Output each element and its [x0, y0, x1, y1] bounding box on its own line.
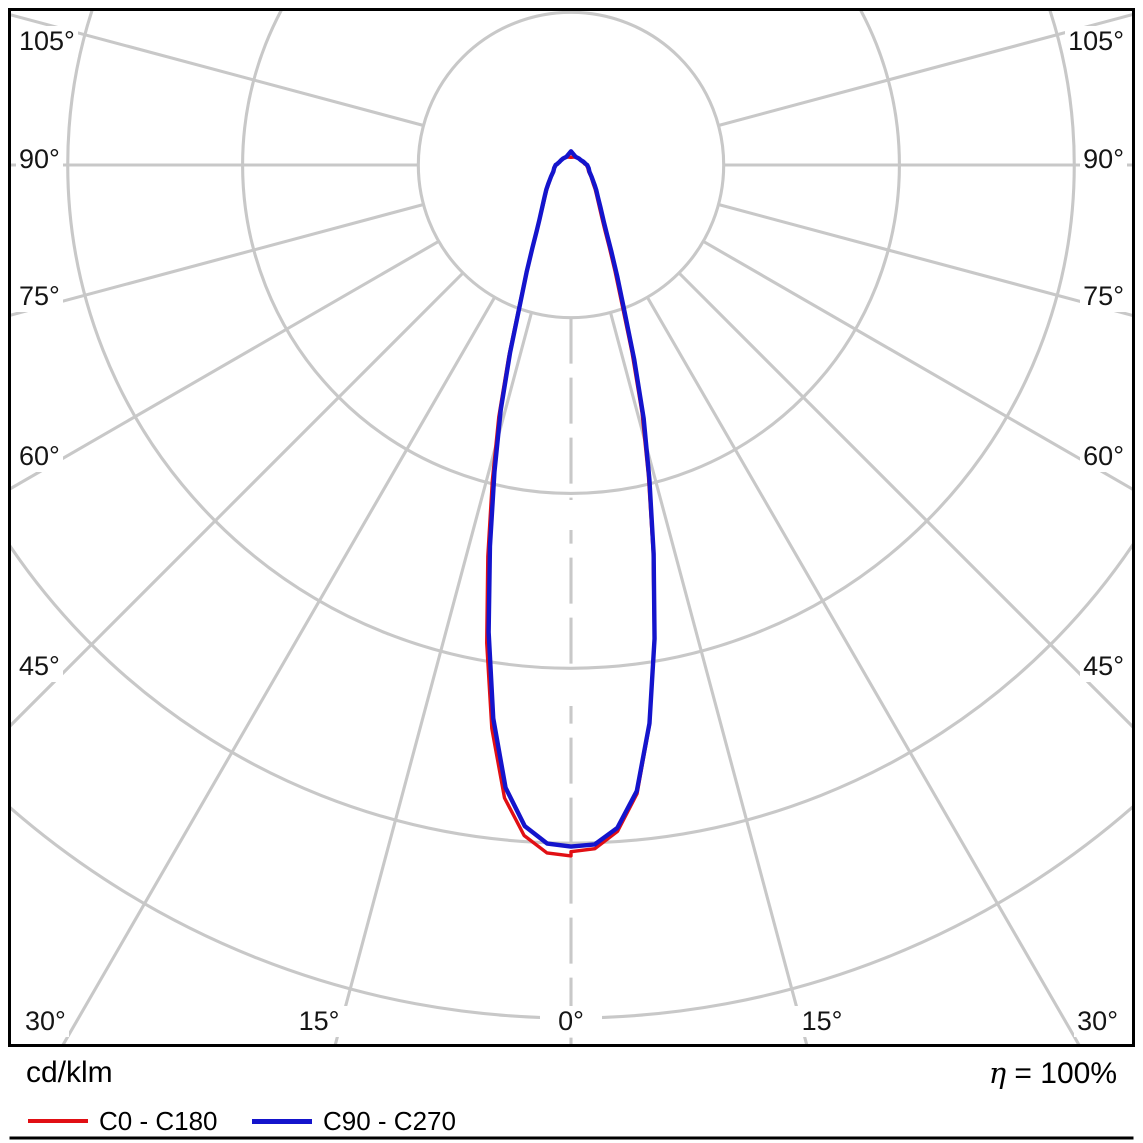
- efficiency-label: η = 100%: [989, 1056, 1117, 1091]
- curve-c90-c270: [486, 149, 657, 849]
- angle-label-left-30°: 30°: [22, 1006, 69, 1037]
- angle-label-left-75°: 75°: [16, 281, 63, 312]
- angle-label-bottom-1: 0°: [540, 1006, 602, 1037]
- angle-label-bottom-2: 15°: [791, 1006, 853, 1037]
- angle-label-left-90°: 90°: [16, 144, 63, 175]
- chart-border: [8, 8, 1135, 1047]
- angle-label-left-60°: 60°: [16, 441, 63, 472]
- legend-label-c90-c270: C90 - C270: [323, 1106, 456, 1136]
- radial-unit-label: cd/klm: [26, 1056, 113, 1089]
- angle-label-right-30°: 30°: [1074, 1006, 1121, 1037]
- angle-label-bottom-0: 15°: [288, 1006, 350, 1037]
- angle-label-right-60°: 60°: [1080, 441, 1127, 472]
- axis-label-gap: [552, 676, 590, 706]
- angle-label-left-45°: 45°: [16, 651, 63, 682]
- legend-line-c90-c270: [252, 1118, 312, 1124]
- angle-label-right-45°: 45°: [1080, 651, 1127, 682]
- eta-symbol: η: [988, 1056, 1007, 1090]
- angle-label-right-75°: 75°: [1080, 281, 1127, 312]
- legend-line-c0-c180: [28, 1119, 88, 1123]
- angle-label-right-90°: 90°: [1080, 144, 1127, 175]
- legend-label-c0-c180: C0 - C180: [99, 1106, 218, 1136]
- legend-item-c90-c270: C90 - C270: [252, 1104, 456, 1138]
- angle-label-right-105°: 105°: [1065, 26, 1127, 57]
- axis-label-gap: [552, 500, 590, 530]
- intensity-curves: [485, 149, 657, 858]
- angle-label-left-105°: 105°: [16, 26, 78, 57]
- legend-item-c0-c180: C0 - C180: [28, 1104, 218, 1138]
- efficiency-value: = 100%: [1014, 1057, 1117, 1090]
